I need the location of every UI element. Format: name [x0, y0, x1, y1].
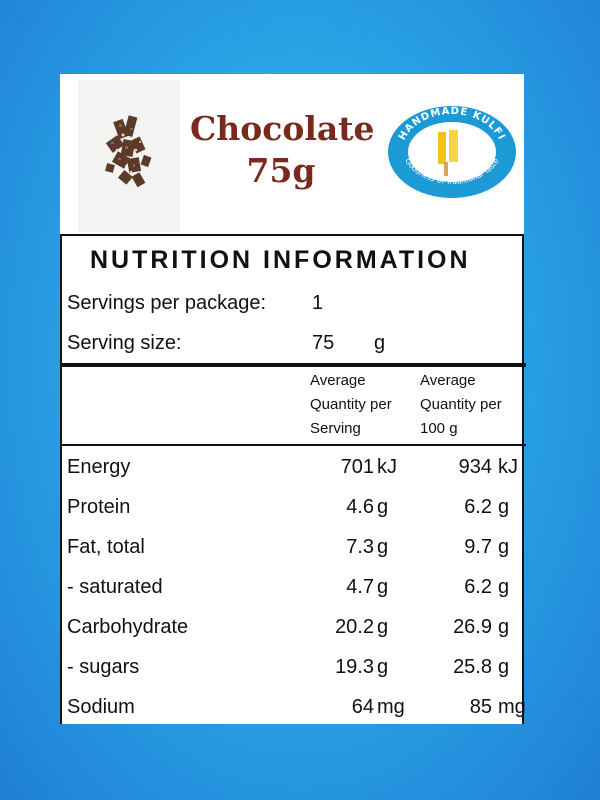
nutrient-row-sodium: Sodium 64 mg 85 mg [62, 696, 526, 732]
chocolate-photo [78, 80, 180, 232]
nutrition-title: NUTRITION INFORMATION [90, 246, 471, 274]
per-serving-unit: g [377, 656, 389, 678]
per-serving-value: 19.3 [335, 656, 374, 678]
nutrient-name: - saturated [67, 576, 163, 598]
per-100g-value: 6.2 [464, 496, 492, 518]
nutrient-row-saturated: - saturated 4.7 g 6.2 g [62, 576, 526, 612]
per-100g-value: 6.2 [464, 576, 492, 598]
per-100g-unit: g [498, 536, 510, 558]
per-100g-value: 85 [469, 696, 492, 718]
per-100g-value: 934 [458, 456, 492, 478]
product-name: Chocolate [190, 109, 375, 148]
nutrient-row-energy: Energy 701 kJ 934 kJ [62, 456, 526, 492]
serving-size-label: Serving size: [67, 332, 182, 354]
column-serving-line-3: Serving [310, 420, 361, 437]
column-serving-line-1: Average [310, 372, 366, 389]
column-header-serving: Average Quantity per Serving [310, 369, 392, 441]
column-100g-line-2: Quantity per [420, 396, 502, 413]
per-serving-value: 4.7 [346, 576, 374, 598]
column-header-100g: Average Quantity per 100 g [420, 369, 502, 441]
handmade-kulfi-logo: HANDMADE KULFI Goodness of Traditional T… [388, 106, 516, 198]
product-title: Chocolate 75g [190, 108, 375, 192]
servings-label: Servings per package: [67, 292, 267, 314]
per-serving-unit: g [377, 616, 389, 638]
per-100g-unit: g [498, 496, 510, 518]
per-serving-value: 64 [351, 696, 374, 718]
per-serving-unit: g [377, 576, 389, 598]
product-weight: 75g [246, 151, 316, 190]
per-serving-value: 20.2 [335, 616, 374, 638]
column-100g-line-3: 100 g [420, 420, 458, 437]
nutrient-row-carbohydrate: Carbohydrate 20.2 g 26.9 g [62, 616, 526, 652]
serving-size-value: 75 [312, 332, 335, 354]
nutrient-name: Carbohydrate [67, 616, 189, 638]
nutrient-name: Protein [67, 496, 131, 518]
servings-value: 1 [312, 292, 324, 314]
nutrition-label-card: Chocolate 75g HANDMADE KULFI Goodness of… [60, 74, 526, 724]
nutrient-row-sugars: - sugars 19.3 g 25.8 g [62, 656, 526, 692]
per-serving-unit: mg [377, 696, 405, 718]
per-serving-unit: g [377, 496, 389, 518]
column-serving-line-2: Quantity per [310, 396, 392, 413]
per-serving-unit: g [377, 536, 389, 558]
serving-size-unit: g [374, 332, 386, 354]
per-100g-value: 9.7 [464, 536, 492, 558]
nutrient-name: Sodium [67, 696, 135, 718]
per-100g-unit: kJ [498, 456, 518, 478]
per-100g-value: 26.9 [453, 616, 492, 638]
nutrient-row-protein: Protein 4.6 g 6.2 g [62, 496, 526, 532]
nutrition-panel: NUTRITION INFORMATION Servings per packa… [60, 234, 526, 724]
nutrient-name: Energy [67, 456, 131, 478]
per-100g-unit: g [498, 576, 510, 598]
nutrient-row-fat-total: Fat, total 7.3 g 9.7 g [62, 536, 526, 572]
thick-divider [62, 363, 526, 367]
label-header: Chocolate 75g HANDMADE KULFI Goodness of… [60, 74, 524, 234]
per-serving-value: 7.3 [346, 536, 374, 558]
per-100g-unit: g [498, 656, 510, 678]
chocolate-pieces-image [105, 115, 152, 188]
per-serving-unit: kJ [377, 456, 397, 478]
per-serving-value: 4.6 [346, 496, 374, 518]
nutrient-name: - sugars [67, 656, 140, 678]
per-100g-value: 25.8 [453, 656, 492, 678]
header-divider [62, 444, 526, 446]
column-100g-line-1: Average [420, 372, 476, 389]
nutrient-name: Fat, total [67, 536, 145, 558]
per-100g-unit: mg [498, 696, 526, 718]
per-serving-value: 701 [340, 456, 374, 478]
per-100g-unit: g [498, 616, 510, 638]
